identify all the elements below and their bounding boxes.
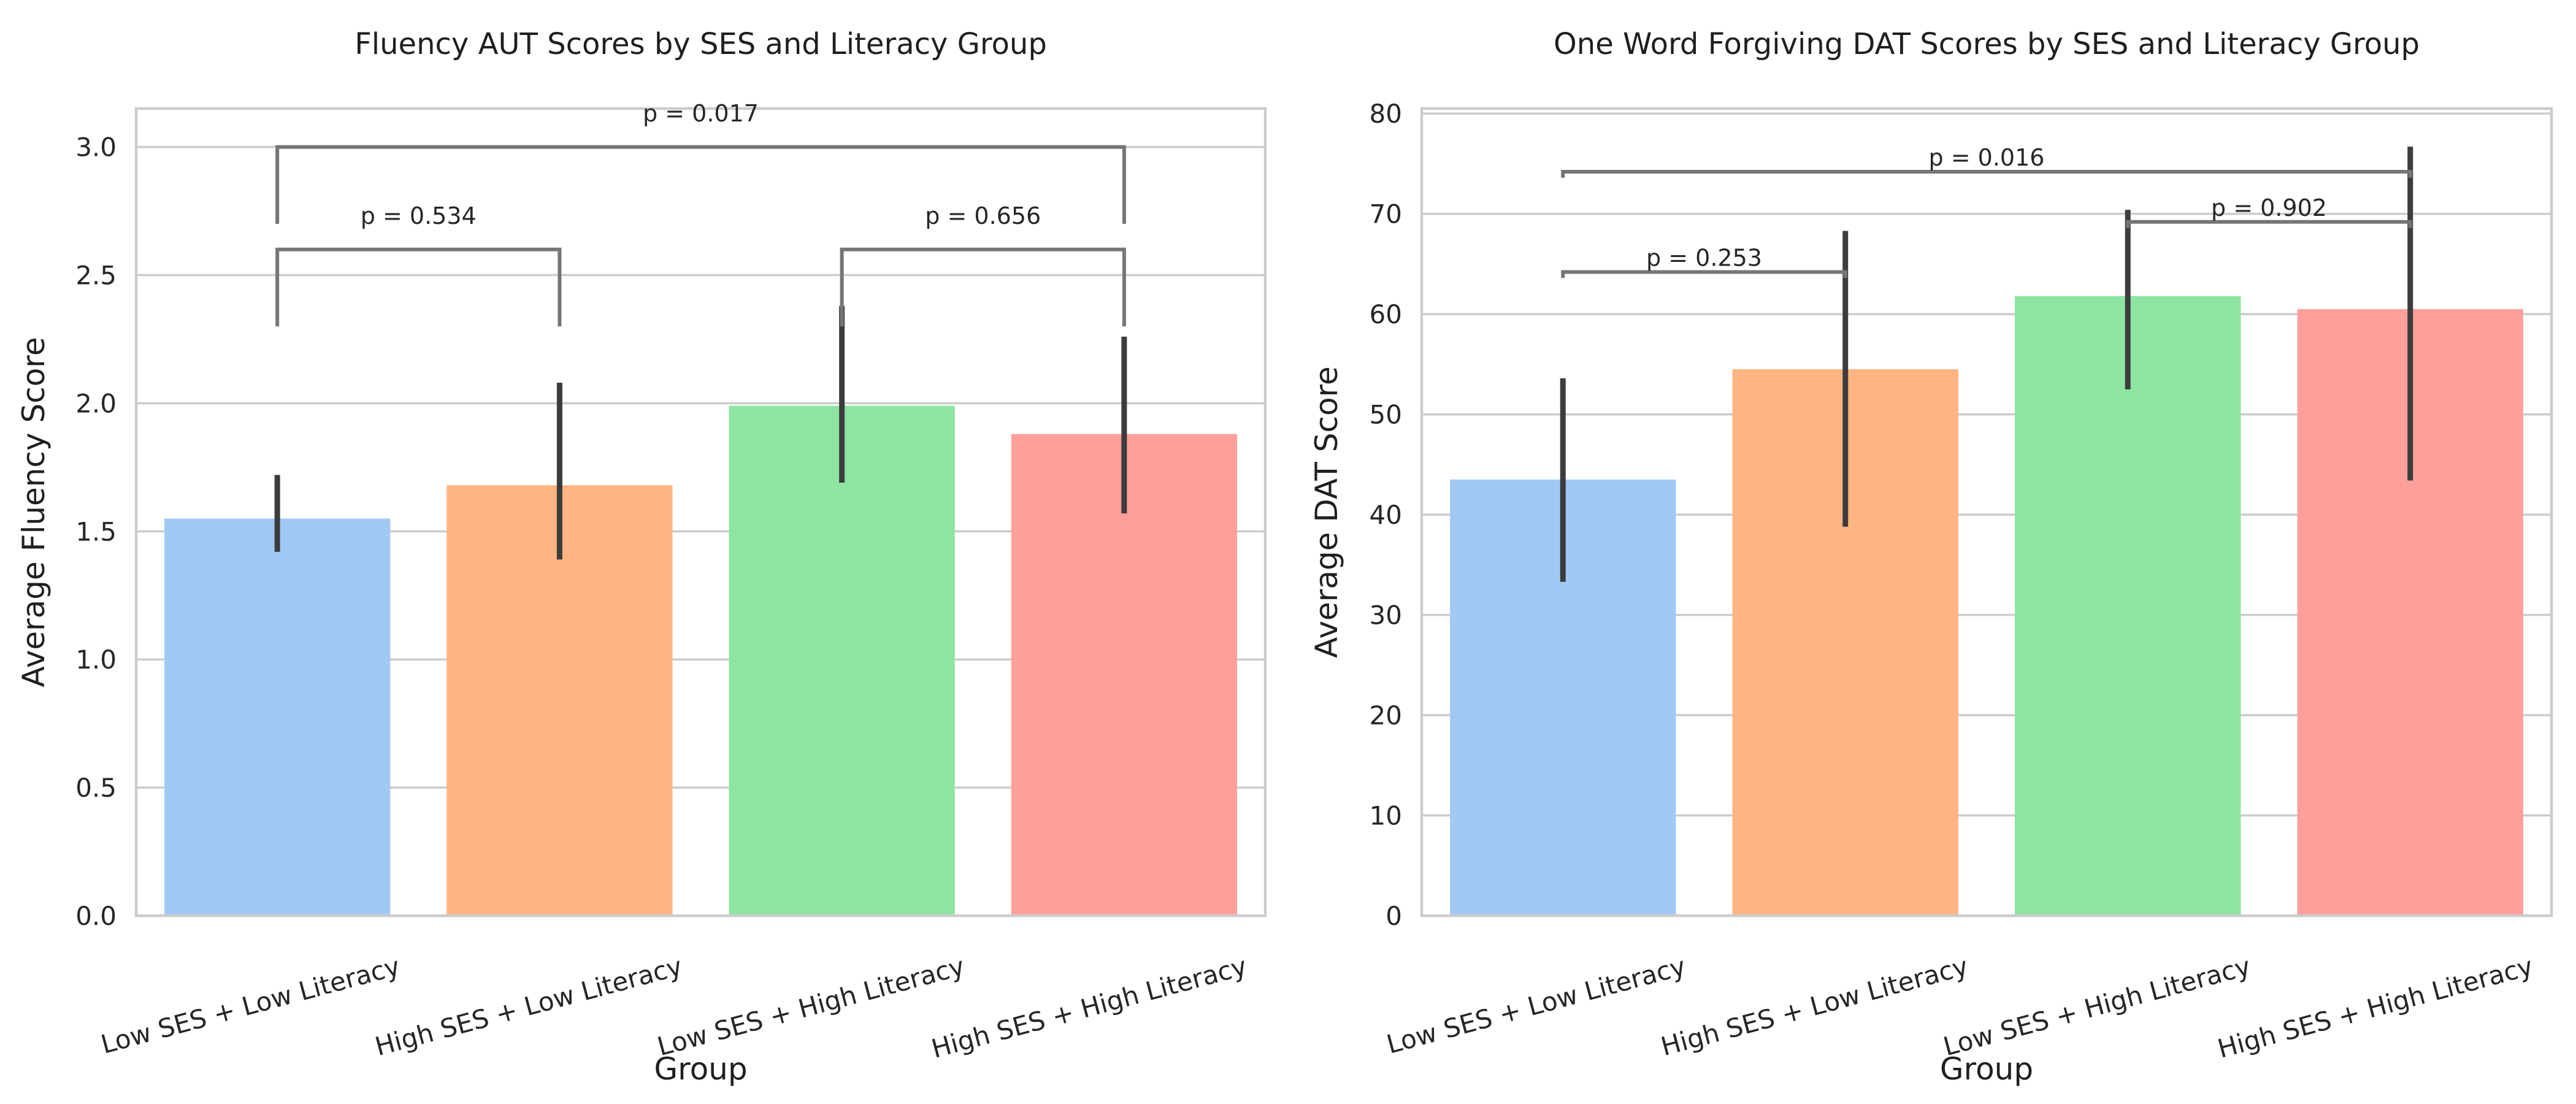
p-value-label: p = 0.656: [925, 202, 1041, 229]
plot-frame: [134, 107, 1267, 918]
significance-bracket: [275, 145, 1126, 224]
x-axis-label: Group: [654, 1051, 747, 1087]
y-tick-label: 1.5: [75, 516, 117, 546]
y-tick-label: 2.5: [75, 261, 117, 291]
chart-title: Fluency AUT Scores by SES and Literacy G…: [355, 27, 1047, 61]
significance-bracket: [840, 247, 1126, 327]
y-tick-label: 3.0: [75, 132, 117, 163]
y-tick-label: 0.5: [75, 773, 117, 803]
y-tick-label: 0.0: [75, 901, 117, 931]
plot-frame: [1420, 107, 2553, 918]
p-value-label: p = 0.016: [1929, 144, 2045, 171]
y-axis-label: Average DAT Score: [1309, 366, 1344, 658]
bar: [1011, 434, 1237, 916]
p-value-label: p = 0.534: [361, 202, 477, 229]
bar: [164, 518, 391, 916]
y-tick-label: 80: [1370, 99, 1402, 129]
p-value-label: p = 0.017: [643, 100, 759, 127]
y-tick-label: 30: [1370, 600, 1402, 631]
y-tick-label: 60: [1370, 299, 1402, 329]
significance-bracket: [275, 247, 562, 327]
y-tick-label: 10: [1370, 801, 1402, 831]
y-tick-label: 70: [1370, 199, 1402, 229]
x-axis-label: Group: [1940, 1051, 2033, 1087]
y-tick-label: 40: [1370, 500, 1402, 530]
p-value-label: p = 0.253: [1646, 245, 1762, 272]
y-tick-label: 2.0: [75, 388, 117, 418]
y-tick-label: 20: [1370, 700, 1402, 730]
bar: [2015, 296, 2241, 916]
chart-title: One Word Forgiving DAT Scores by SES and…: [1554, 27, 2420, 61]
fluency-chart: p = 0.534 p = 0.656 p = 0.017 0.0 0.5 1.0 1.5 2…: [16, 27, 1267, 1087]
y-tick-label: 50: [1370, 400, 1402, 430]
bar: [729, 405, 955, 916]
y-tick-label: 1.0: [75, 645, 117, 675]
y-tick-label: 0: [1386, 901, 1402, 931]
significance-bracket: [1561, 270, 1847, 278]
y-axis-label: Average Fluency Score: [16, 337, 52, 687]
p-value-label: p = 0.902: [2211, 194, 2327, 221]
significance-bracket: [1561, 169, 2412, 178]
significance-bracket: [2126, 220, 2412, 228]
